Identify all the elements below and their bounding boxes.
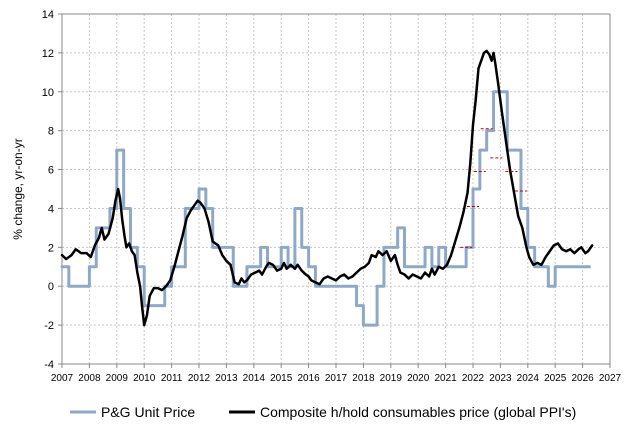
x-tick-label: 2021 xyxy=(434,373,457,384)
x-tick-label: 2011 xyxy=(161,373,183,384)
x-tick-label: 2014 xyxy=(243,373,266,384)
y-tick-label: -2 xyxy=(44,320,54,332)
x-axis-ticks: 2007 2008 2009 2010 2011 2012 2013 2014 2015 2016… xyxy=(51,364,622,384)
legend-label-pg-unit-price: P&G Unit Price xyxy=(101,404,195,420)
legend-label-composite-ppi: Composite h/hold consumables price (glob… xyxy=(260,404,576,420)
y-tick-label: 8 xyxy=(48,126,54,138)
y-axis-label: % change, yr-on-yr xyxy=(11,138,25,239)
x-tick-label: 2008 xyxy=(78,373,101,384)
x-tick-label: 2007 xyxy=(51,373,74,384)
x-tick-label: 2017 xyxy=(325,373,348,384)
x-tick-label: 2012 xyxy=(188,373,211,384)
x-tick-label: 2019 xyxy=(380,373,403,384)
x-tick-label: 2009 xyxy=(106,373,129,384)
x-tick-label: 2010 xyxy=(133,373,156,384)
x-tick-label: 2024 xyxy=(517,373,540,384)
series-line-composite-ppi xyxy=(60,49,594,327)
x-tick-label: 2015 xyxy=(270,373,293,384)
x-tick-label: 2020 xyxy=(407,373,430,384)
y-tick-label: -4 xyxy=(44,359,54,371)
x-tick-label: 2018 xyxy=(352,373,375,384)
y-tick-label: 6 xyxy=(48,165,54,177)
annotation-layer xyxy=(460,128,527,248)
y-tick-label: 0 xyxy=(48,281,54,293)
y-tick-label: 14 xyxy=(42,9,54,21)
x-tick-label: 2026 xyxy=(571,373,594,384)
y-tick-label: 10 xyxy=(42,87,54,99)
x-tick-label: 2025 xyxy=(544,373,567,384)
series-layer xyxy=(60,49,594,327)
y-tick-label: 2 xyxy=(48,242,54,254)
grid-lines xyxy=(61,13,611,365)
x-tick-label: 2013 xyxy=(215,373,238,384)
x-tick-label: 2022 xyxy=(462,373,485,384)
x-tick-label: 2027 xyxy=(599,373,622,384)
y-axis-ticks: -4 -2 0 2 4 6 8 10 12 14 xyxy=(42,9,62,371)
x-tick-label: 2016 xyxy=(297,373,320,384)
x-tick-label: 2023 xyxy=(489,373,512,384)
series-line-pg-unit-price xyxy=(60,90,591,327)
legend: P&G Unit Price Composite h/hold consumab… xyxy=(70,404,576,420)
y-tick-label: 12 xyxy=(42,48,54,60)
y-tick-label: 4 xyxy=(48,203,54,215)
